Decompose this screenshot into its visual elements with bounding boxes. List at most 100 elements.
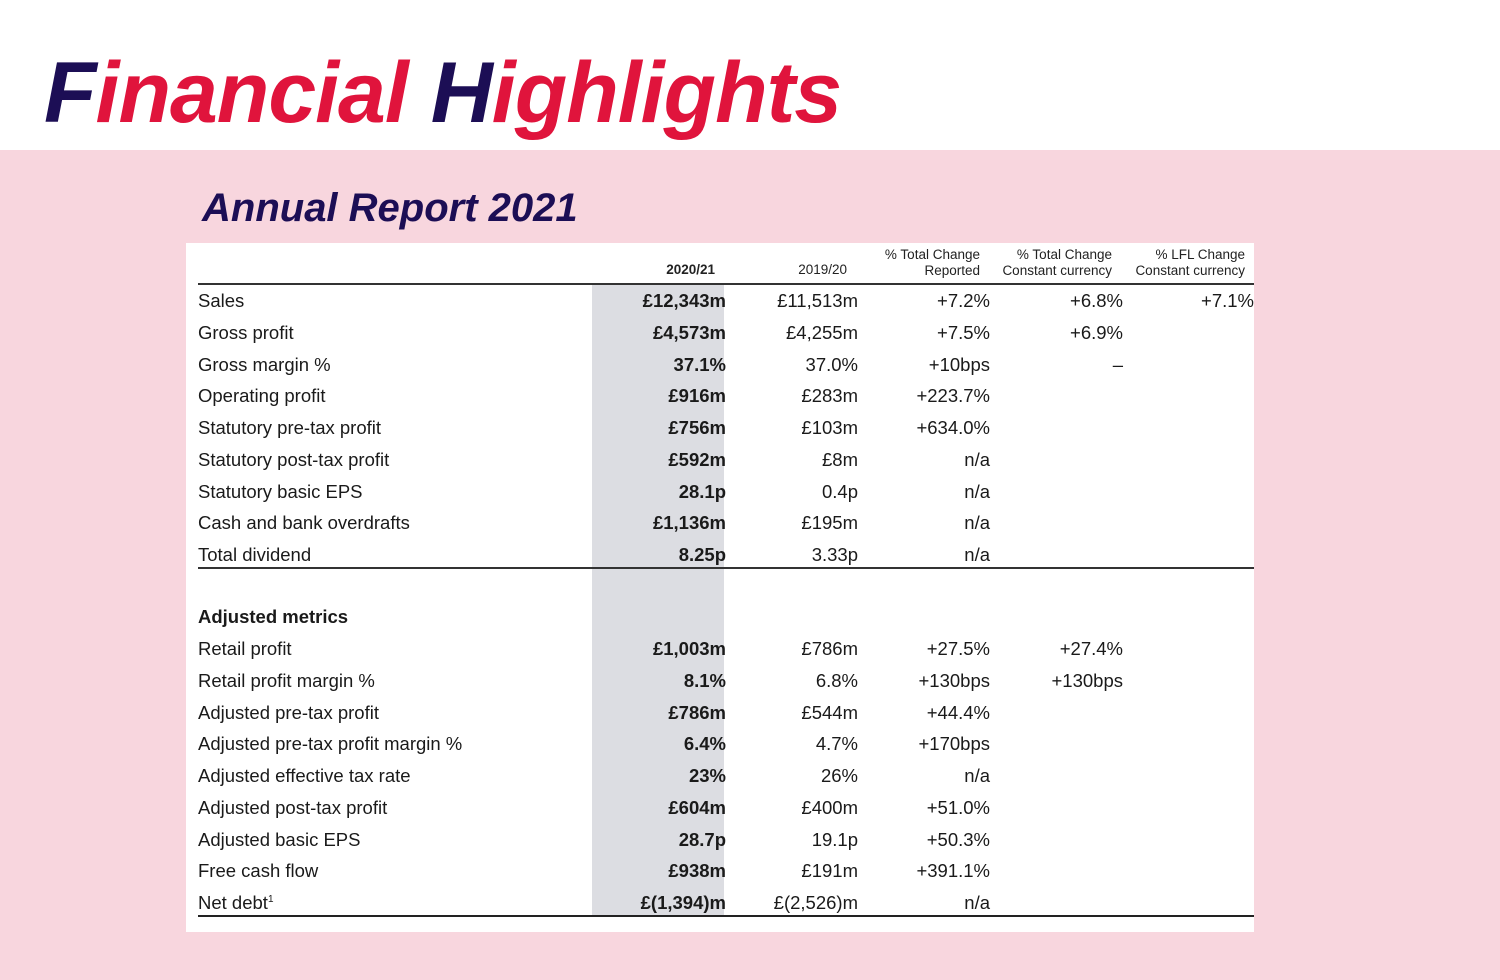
cell-v2020: £1,136m bbox=[652, 512, 726, 534]
table-row: Cash and bank overdrafts £1,136m £195m n/a bbox=[198, 507, 1254, 539]
cell-label: Net debt1 bbox=[198, 892, 274, 913]
table-row: Free cash flow £938m £191m +391.1% bbox=[198, 855, 1254, 887]
cell-v2020: £12,343m bbox=[642, 290, 726, 311]
table-row: Adjusted pre-tax profit £786m £544m +44.4% bbox=[198, 697, 1254, 729]
cell-v2019: 4.7% bbox=[815, 733, 858, 755]
table-row: Gross profit £4,573m £4,255m +7.5% +6.9% bbox=[198, 317, 1254, 349]
cell-constant: +27.4% bbox=[1059, 638, 1123, 659]
cell-reported: +7.2% bbox=[937, 290, 990, 311]
cell-reported: n/a bbox=[964, 512, 990, 534]
cell-v2019: £4,255m bbox=[786, 321, 858, 343]
cell-v2020: £756m bbox=[668, 417, 726, 438]
cell-label: Sales bbox=[198, 290, 245, 311]
title-initial-f: F bbox=[44, 45, 97, 141]
table-row: Statutory pre-tax profit £756m £103m +634.0… bbox=[198, 412, 1254, 444]
cell-reported: +50.3% bbox=[926, 828, 990, 850]
cell-v2019: 6.8% bbox=[815, 669, 858, 691]
cell-reported: n/a bbox=[964, 892, 990, 913]
cell-v2019: £191m bbox=[801, 860, 858, 882]
report-subtitle: Annual Report 2021 bbox=[202, 186, 578, 230]
cell-v2019: £103m bbox=[801, 417, 858, 438]
cell-constant: – bbox=[1112, 353, 1123, 375]
cell-v2019: £786m bbox=[801, 638, 858, 659]
cell-reported: +391.1% bbox=[916, 860, 990, 882]
cell-label: Statutory pre-tax profit bbox=[198, 417, 382, 438]
header-total-change-constant: % Total Change Constant currency bbox=[1002, 247, 1112, 278]
header-lfl-change-constant: % LFL Change Constant currency bbox=[1135, 247, 1245, 278]
cell-reported: +27.5% bbox=[926, 638, 990, 659]
cell-v2019: £400m bbox=[801, 796, 858, 818]
cell-v2020: 6.4% bbox=[683, 733, 726, 755]
cell-constant: +130bps bbox=[1051, 669, 1124, 691]
cell-v2020: £(1,394)m bbox=[640, 892, 726, 913]
cell-label: Cash and bank overdrafts bbox=[198, 512, 410, 534]
cell-v2020: 28.1p bbox=[678, 480, 726, 502]
table-row: Sales £12,343m £11,513m +7.2% +6.8% +7.1% bbox=[198, 285, 1254, 317]
table-row: Retail profit £1,003m £786m +27.5% +27.4% bbox=[198, 633, 1254, 665]
cell-label: Gross margin % bbox=[198, 353, 331, 375]
cell-v2019: £283m bbox=[801, 385, 858, 407]
cell-v2019: 3.33p bbox=[811, 544, 858, 565]
cell-label: Free cash flow bbox=[198, 860, 319, 882]
cell-label: Operating profit bbox=[198, 385, 326, 407]
cell-label: Gross profit bbox=[198, 321, 294, 343]
cell-reported: +634.0% bbox=[916, 417, 990, 438]
table-row: Retail profit margin % 8.1% 6.8% +130bps +13… bbox=[198, 665, 1254, 697]
current-year-column-highlight bbox=[592, 284, 724, 916]
header-2019-20: 2019/20 bbox=[798, 262, 847, 277]
cell-label: Retail profit bbox=[198, 638, 292, 659]
cell-label: Total dividend bbox=[198, 544, 312, 565]
cell-reported: +51.0% bbox=[926, 796, 990, 818]
cell-v2019: £(2,526)m bbox=[773, 892, 858, 913]
table-bottom-rule bbox=[198, 915, 1254, 917]
table-row: Gross margin % 37.1% 37.0% +10bps – bbox=[198, 349, 1254, 381]
cell-v2020: £604m bbox=[668, 796, 726, 818]
title-word-1: inancial bbox=[95, 45, 431, 141]
cell-reported: +7.5% bbox=[937, 321, 990, 343]
cell-label: Adjusted effective tax rate bbox=[198, 765, 411, 786]
cell-label: Statutory post-tax profit bbox=[198, 448, 390, 470]
cell-label: Adjusted pre-tax profit margin % bbox=[198, 733, 463, 755]
cell-v2020: £592m bbox=[668, 448, 726, 470]
cell-v2019: 0.4p bbox=[821, 480, 858, 502]
table-row: Statutory basic EPS 28.1p 0.4p n/a bbox=[198, 476, 1254, 508]
cell-v2020: £1,003m bbox=[652, 638, 726, 659]
table-row: Adjusted pre-tax profit margin % 6.4% 4.7%… bbox=[198, 728, 1254, 760]
statutory-section-rule bbox=[198, 567, 1254, 569]
cell-label: Adjusted pre-tax profit bbox=[198, 701, 379, 723]
cell-reported: n/a bbox=[964, 544, 990, 565]
cell-reported: +10bps bbox=[928, 353, 990, 375]
cell-label: Adjusted post-tax profit bbox=[198, 796, 388, 818]
table-row: Adjusted basic EPS 28.7p 19.1p +50.3% bbox=[198, 824, 1254, 856]
cell-reported: +223.7% bbox=[916, 385, 990, 407]
adjusted-metrics-heading: Adjusted metrics bbox=[198, 606, 349, 627]
table-row: Adjusted effective tax rate 23% 26% n/a bbox=[198, 760, 1254, 792]
header-2020-21: 2020/21 bbox=[666, 262, 715, 277]
cell-v2019: £8m bbox=[822, 448, 858, 470]
cell-v2019: 37.0% bbox=[805, 353, 858, 375]
cell-reported: +44.4% bbox=[926, 701, 990, 723]
cell-constant: +6.8% bbox=[1070, 290, 1123, 311]
title-word-2: ighlights bbox=[491, 45, 842, 141]
table-row: Statutory post-tax profit £592m £8m n/a bbox=[198, 444, 1254, 476]
cell-v2020: 28.7p bbox=[678, 828, 726, 850]
header-total-change-reported: % Total Change Reported bbox=[884, 247, 980, 278]
cell-v2020: £916m bbox=[668, 385, 726, 407]
cell-v2020: £938m bbox=[668, 860, 726, 882]
cell-v2020: 8.1% bbox=[683, 669, 726, 691]
cell-reported: +130bps bbox=[918, 669, 991, 691]
table-row: Adjusted post-tax profit £604m £400m +51.0% bbox=[198, 792, 1254, 824]
cell-v2020: 23% bbox=[688, 765, 726, 786]
cell-v2020: 37.1% bbox=[673, 353, 726, 375]
table-row: Net debt1 £(1,394)m £(2,526)m n/a bbox=[198, 887, 1254, 919]
cell-v2020: £4,573m bbox=[652, 321, 726, 343]
cell-v2019: 26% bbox=[820, 765, 858, 786]
cell-label: Retail profit margin % bbox=[198, 669, 375, 691]
table-row: Total dividend 8.25p 3.33p n/a bbox=[198, 539, 1254, 571]
cell-v2020: £786m bbox=[668, 701, 726, 723]
cell-v2020: 8.25p bbox=[678, 544, 726, 565]
cell-v2019: £11,513m bbox=[777, 290, 858, 311]
cell-reported: n/a bbox=[964, 765, 990, 786]
cell-reported: n/a bbox=[964, 448, 990, 470]
footnote-marker: 1 bbox=[267, 893, 274, 905]
